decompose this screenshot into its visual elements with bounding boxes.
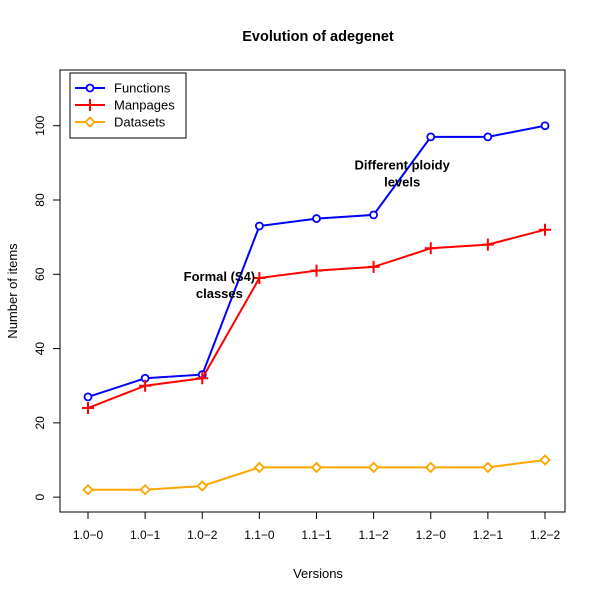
y-tick-label: 60 [33,267,47,281]
data-point-functions [426,132,436,142]
y-tick-label: 40 [33,342,47,356]
y-tick-label: 0 [33,493,47,500]
y-axis-label: Number of items [5,243,20,339]
x-tick-label: 1.0−0 [73,528,104,542]
data-point-manpages [367,260,380,273]
series-datasets [82,454,551,496]
data-point-datasets [424,461,437,474]
annotation-text: levels [384,175,420,190]
data-point-manpages [539,223,551,236]
legend-label-datasets: Datasets [114,115,166,130]
x-axis: 1.0−0 1.0−1 1.0−2 1.1−0 1.1−1 1.1−2 1.2−0 1.2−1… [73,511,561,542]
series-line-manpages [87,228,546,409]
legend-marker-manpages [84,99,96,111]
series-line-functions [87,124,546,398]
data-point-datasets [310,461,323,474]
annotation-layer: Formal (S4) classes Different ploidy levels [184,158,451,301]
data-point-datasets [82,483,94,496]
x-tick-label: 1.1−1 [301,528,332,542]
annotation-text: Formal (S4) [184,269,256,284]
x-tick-label: 1.2−1 [473,528,504,542]
legend-label-manpages: Manpages [114,98,175,113]
data-point-datasets [139,483,151,496]
series-functions [83,121,550,402]
data-point-functions [312,214,321,223]
x-tick-label: 1.0−1 [130,528,161,542]
data-point-datasets [196,480,209,492]
data-point-datasets [539,454,551,466]
y-tick-label: 80 [33,193,47,207]
data-point-manpages [481,238,494,251]
data-point-functions [483,132,493,142]
annotation-text: Different ploidy [355,158,451,173]
series-layer [82,121,551,496]
data-point-manpages [196,372,209,385]
y-axis: 0 20 40 60 80 100 [33,115,61,500]
legend-marker-datasets [84,116,96,128]
data-point-manpages [310,264,323,277]
data-point-functions [83,392,93,402]
data-point-functions [369,210,379,220]
y-tick-label: 20 [33,416,47,430]
data-point-manpages [139,379,152,392]
x-tick-label: 1.2−0 [416,528,447,542]
data-point-functions [540,121,550,131]
data-point-datasets [367,461,380,474]
y-tick-label: 100 [33,115,47,135]
data-point-datasets [253,461,266,474]
data-point-manpages [253,272,266,284]
x-tick-label: 1.1−0 [244,528,275,542]
series-manpages [82,223,551,414]
legend: Functions Manpages Datasets [69,72,187,139]
x-axis-label: Versions [293,566,343,581]
data-point-manpages [82,402,94,414]
x-tick-label: 1.0−2 [187,528,218,542]
legend-label-functions: Functions [114,81,171,96]
x-tick-label: 1.2−2 [530,528,561,542]
data-point-datasets [482,461,494,474]
legend-marker-functions [85,83,95,93]
chart-title: Evolution of adegenet [242,29,394,45]
data-point-manpages [424,242,437,255]
data-point-functions [254,221,264,231]
annotation-text: classes [196,286,243,301]
x-tick-label: 1.1−2 [358,528,389,542]
